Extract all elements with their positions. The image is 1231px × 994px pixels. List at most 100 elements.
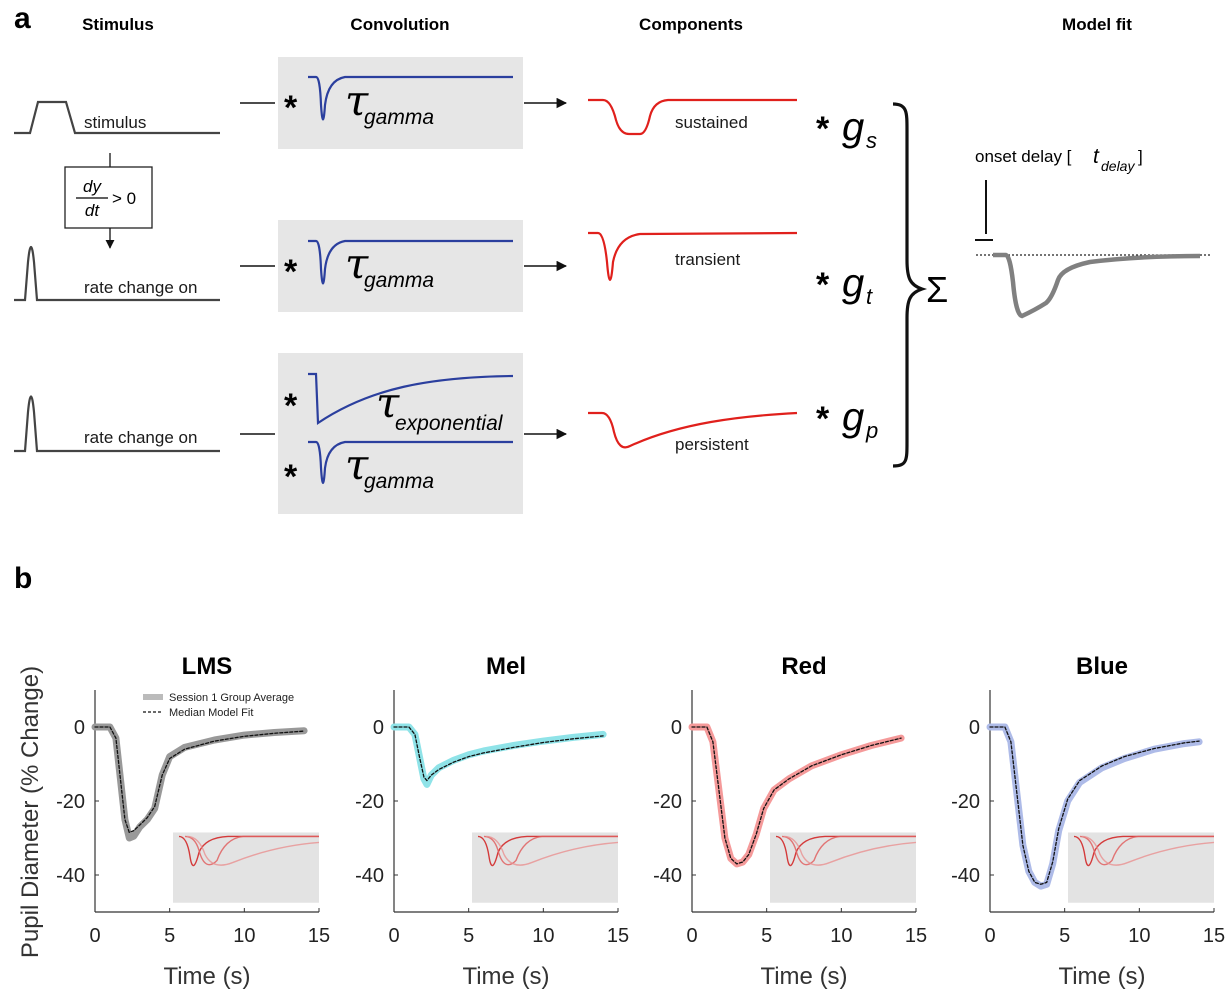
chart-lms: 0 -20 -40 0 5 10 15 LMS Time (s) Session 1 Group … — [56, 653, 330, 990]
component-sustained — [588, 98, 797, 136]
convolution-box-2 — [278, 220, 523, 312]
tau-subscript-1: gamma — [364, 106, 434, 129]
y-tick-label: -40 — [355, 865, 384, 887]
tau-subscript-2: gamma — [364, 269, 434, 292]
panel-a: a Stimulus Convolution Components Model … — [14, 2, 1212, 514]
gain-subscript-s: s — [866, 128, 877, 153]
stimulus-label-2: rate change on — [84, 278, 197, 297]
inset-curve-3 — [485, 835, 619, 866]
gain-star-p: * — [816, 400, 830, 438]
sum-symbol: Σ — [926, 269, 948, 310]
x-tick-label: 0 — [686, 925, 697, 947]
stimulus-label-1: stimulus — [84, 113, 146, 132]
convolution-star-4: * — [284, 458, 298, 496]
convolution-star-3: * — [284, 387, 298, 425]
x-tick-label: 10 — [532, 925, 554, 947]
model-fit-curve — [993, 252, 1201, 319]
y-tick-label: -40 — [653, 865, 682, 887]
summation-brace — [892, 102, 928, 468]
tau-symbol-1: τ — [345, 76, 369, 125]
x-tick-label: 10 — [830, 925, 852, 947]
x-tick-label: 0 — [89, 925, 100, 947]
series-model-fit — [393, 726, 604, 782]
inset-curve-2 — [781, 835, 916, 866]
x-tick-label: 0 — [388, 925, 399, 947]
y-tick-label: -20 — [951, 791, 980, 813]
chart-mel: 0 -20 -40 0 5 10 15 Mel Time (s) — [355, 653, 629, 990]
charts: 0 -20 -40 0 5 10 15 LMS Time (s) Session 1 Group … — [56, 653, 1225, 990]
panel-b: b Pupil Diameter (% Change) 0 -20 -40 0 5 10 1… — [14, 562, 1225, 990]
chart-red: 0 -20 -40 0 5 10 15 Red Time (s) — [653, 653, 927, 990]
inset-box — [770, 832, 916, 903]
chart-title: Mel — [486, 653, 526, 680]
panel-a-letter: a — [14, 2, 31, 35]
x-tick-label: 0 — [984, 925, 995, 947]
inset-curve-2 — [184, 835, 319, 866]
x-tick-label: 15 — [308, 925, 330, 947]
y-tick-label: 0 — [969, 717, 980, 739]
x-tick-label: 15 — [607, 925, 629, 947]
inset-curve-3 — [783, 835, 917, 866]
x-tick-label: 5 — [463, 925, 474, 947]
stimulus-trace-2 — [14, 245, 220, 302]
inset-curve-3 — [1081, 835, 1215, 866]
gain-symbol-p: g — [842, 395, 864, 439]
chart-title: LMS — [182, 653, 233, 680]
inset-curve-2 — [1079, 835, 1214, 866]
inset-box — [472, 832, 618, 903]
onset-delay-bracket: ] — [1138, 147, 1143, 166]
component-persistent — [588, 411, 798, 449]
convolution-box-3 — [278, 353, 523, 514]
tau-subscript-4: gamma — [364, 470, 434, 493]
y-tick-label: -40 — [951, 865, 980, 887]
x-tick-label: 5 — [164, 925, 175, 947]
gain-symbol-s: g — [842, 105, 864, 149]
y-tick-label: 0 — [671, 717, 682, 739]
onset-delay-label: onset delay [ — [975, 147, 1072, 166]
component-label-sustained: sustained — [675, 113, 748, 132]
panel-b-letter: b — [14, 562, 32, 595]
chart-title: Blue — [1076, 653, 1128, 680]
series-model-fit — [989, 726, 1200, 885]
component-label-transient: transient — [675, 250, 740, 269]
gamma-kernel-2 — [308, 239, 513, 285]
header-convolution: Convolution — [350, 15, 449, 34]
gain-subscript-t: t — [866, 284, 873, 309]
inset-curve-1 — [477, 835, 618, 867]
gain-star-t: * — [816, 266, 830, 304]
gamma-kernel-3 — [308, 440, 513, 485]
tau-symbol-4: τ — [345, 440, 369, 489]
x-tick-label: 5 — [761, 925, 772, 947]
tau-subscript-3: exponential — [395, 412, 504, 435]
legend-label-average: Session 1 Group Average — [169, 692, 294, 704]
convolution-star-2: * — [284, 253, 298, 291]
gain-star-s: * — [816, 110, 830, 148]
onset-delay-t: t — [1093, 145, 1100, 168]
x-tick-label: 10 — [1128, 925, 1150, 947]
x-tick-label: 15 — [905, 925, 927, 947]
stimulus-trace-1 — [14, 100, 220, 135]
inset-curve-1 — [178, 835, 319, 867]
y-tick-label: -20 — [653, 791, 682, 813]
x-axis-label: Time (s) — [462, 963, 549, 990]
stimulus-label-3: rate change on — [84, 428, 197, 447]
component-label-persistent: persistent — [675, 435, 749, 454]
y-axis-label: Pupil Diameter (% Change) — [17, 666, 44, 958]
component-transient — [588, 231, 798, 282]
series-group-average — [91, 723, 308, 842]
legend-label-fit: Median Model Fit — [169, 707, 253, 719]
x-axis-label: Time (s) — [163, 963, 250, 990]
derivative-dy: dy — [83, 177, 102, 196]
gain-subscript-p: p — [865, 418, 878, 443]
inset-curve-3 — [186, 835, 320, 866]
exponential-kernel — [308, 372, 514, 426]
stimulus-trace-3 — [14, 395, 220, 453]
tau-symbol-2: τ — [345, 239, 369, 288]
x-tick-label: 5 — [1059, 925, 1070, 947]
x-tick-label: 10 — [233, 925, 255, 947]
inset-curve-1 — [775, 835, 916, 867]
chart-blue: 0 -20 -40 0 5 10 15 Blue Time (s) — [951, 653, 1225, 990]
y-tick-label: -20 — [355, 791, 384, 813]
tau-symbol-3: τ — [376, 378, 400, 427]
